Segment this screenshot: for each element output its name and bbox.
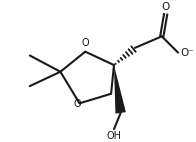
Text: O: O xyxy=(74,100,81,109)
Text: O: O xyxy=(82,38,89,48)
Text: O: O xyxy=(162,2,170,12)
Text: OH: OH xyxy=(106,131,122,141)
Polygon shape xyxy=(114,65,126,114)
Text: O⁻: O⁻ xyxy=(180,48,194,58)
